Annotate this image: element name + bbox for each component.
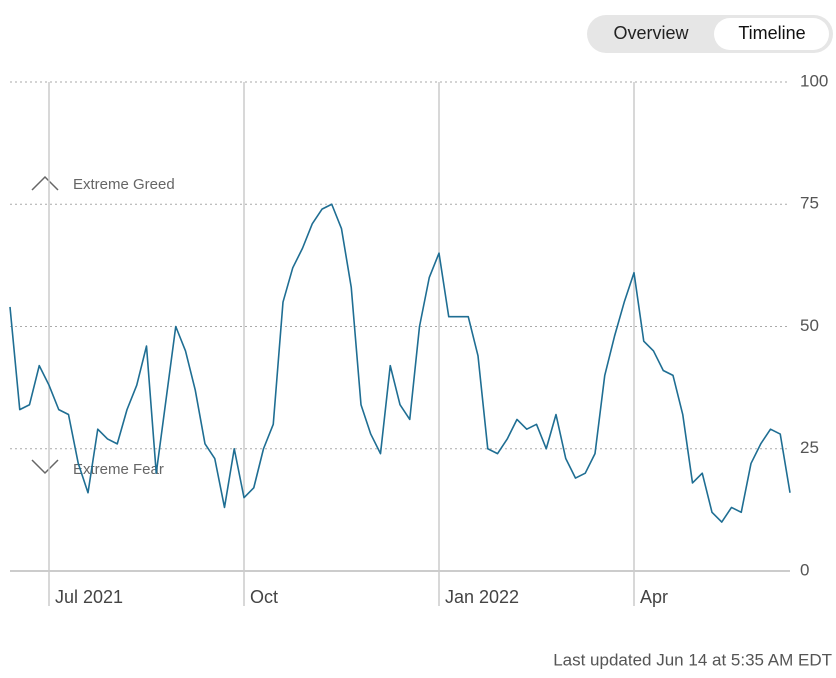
x-tick-label: Apr: [640, 587, 668, 607]
index-line: [9, 203, 791, 523]
y-tick-label: 100: [800, 71, 828, 90]
x-tick-label: Jul 2021: [55, 587, 123, 607]
greed-chevron: [31, 175, 59, 191]
y-tick-label: 75: [800, 194, 819, 213]
y-tick-label: 0: [800, 560, 809, 579]
last-updated: Last updated Jun 14 at 5:35 AM EDT: [553, 650, 832, 669]
y-tick-label: 50: [800, 316, 819, 335]
toggle-button[interactable]: Overview: [613, 23, 689, 43]
annotation: Extreme Greed: [73, 176, 175, 193]
fear-chevron: [31, 459, 59, 475]
x-tick-label: Oct: [250, 587, 278, 607]
annotation: Extreme Fear: [73, 461, 164, 478]
y-tick-label: 25: [800, 438, 819, 457]
toggle-button[interactable]: Timeline: [738, 23, 805, 43]
view-toggle: Overview Timeline: [587, 15, 833, 53]
x-tick-label: Jan 2022: [445, 587, 519, 607]
toggle-active: [714, 18, 829, 50]
